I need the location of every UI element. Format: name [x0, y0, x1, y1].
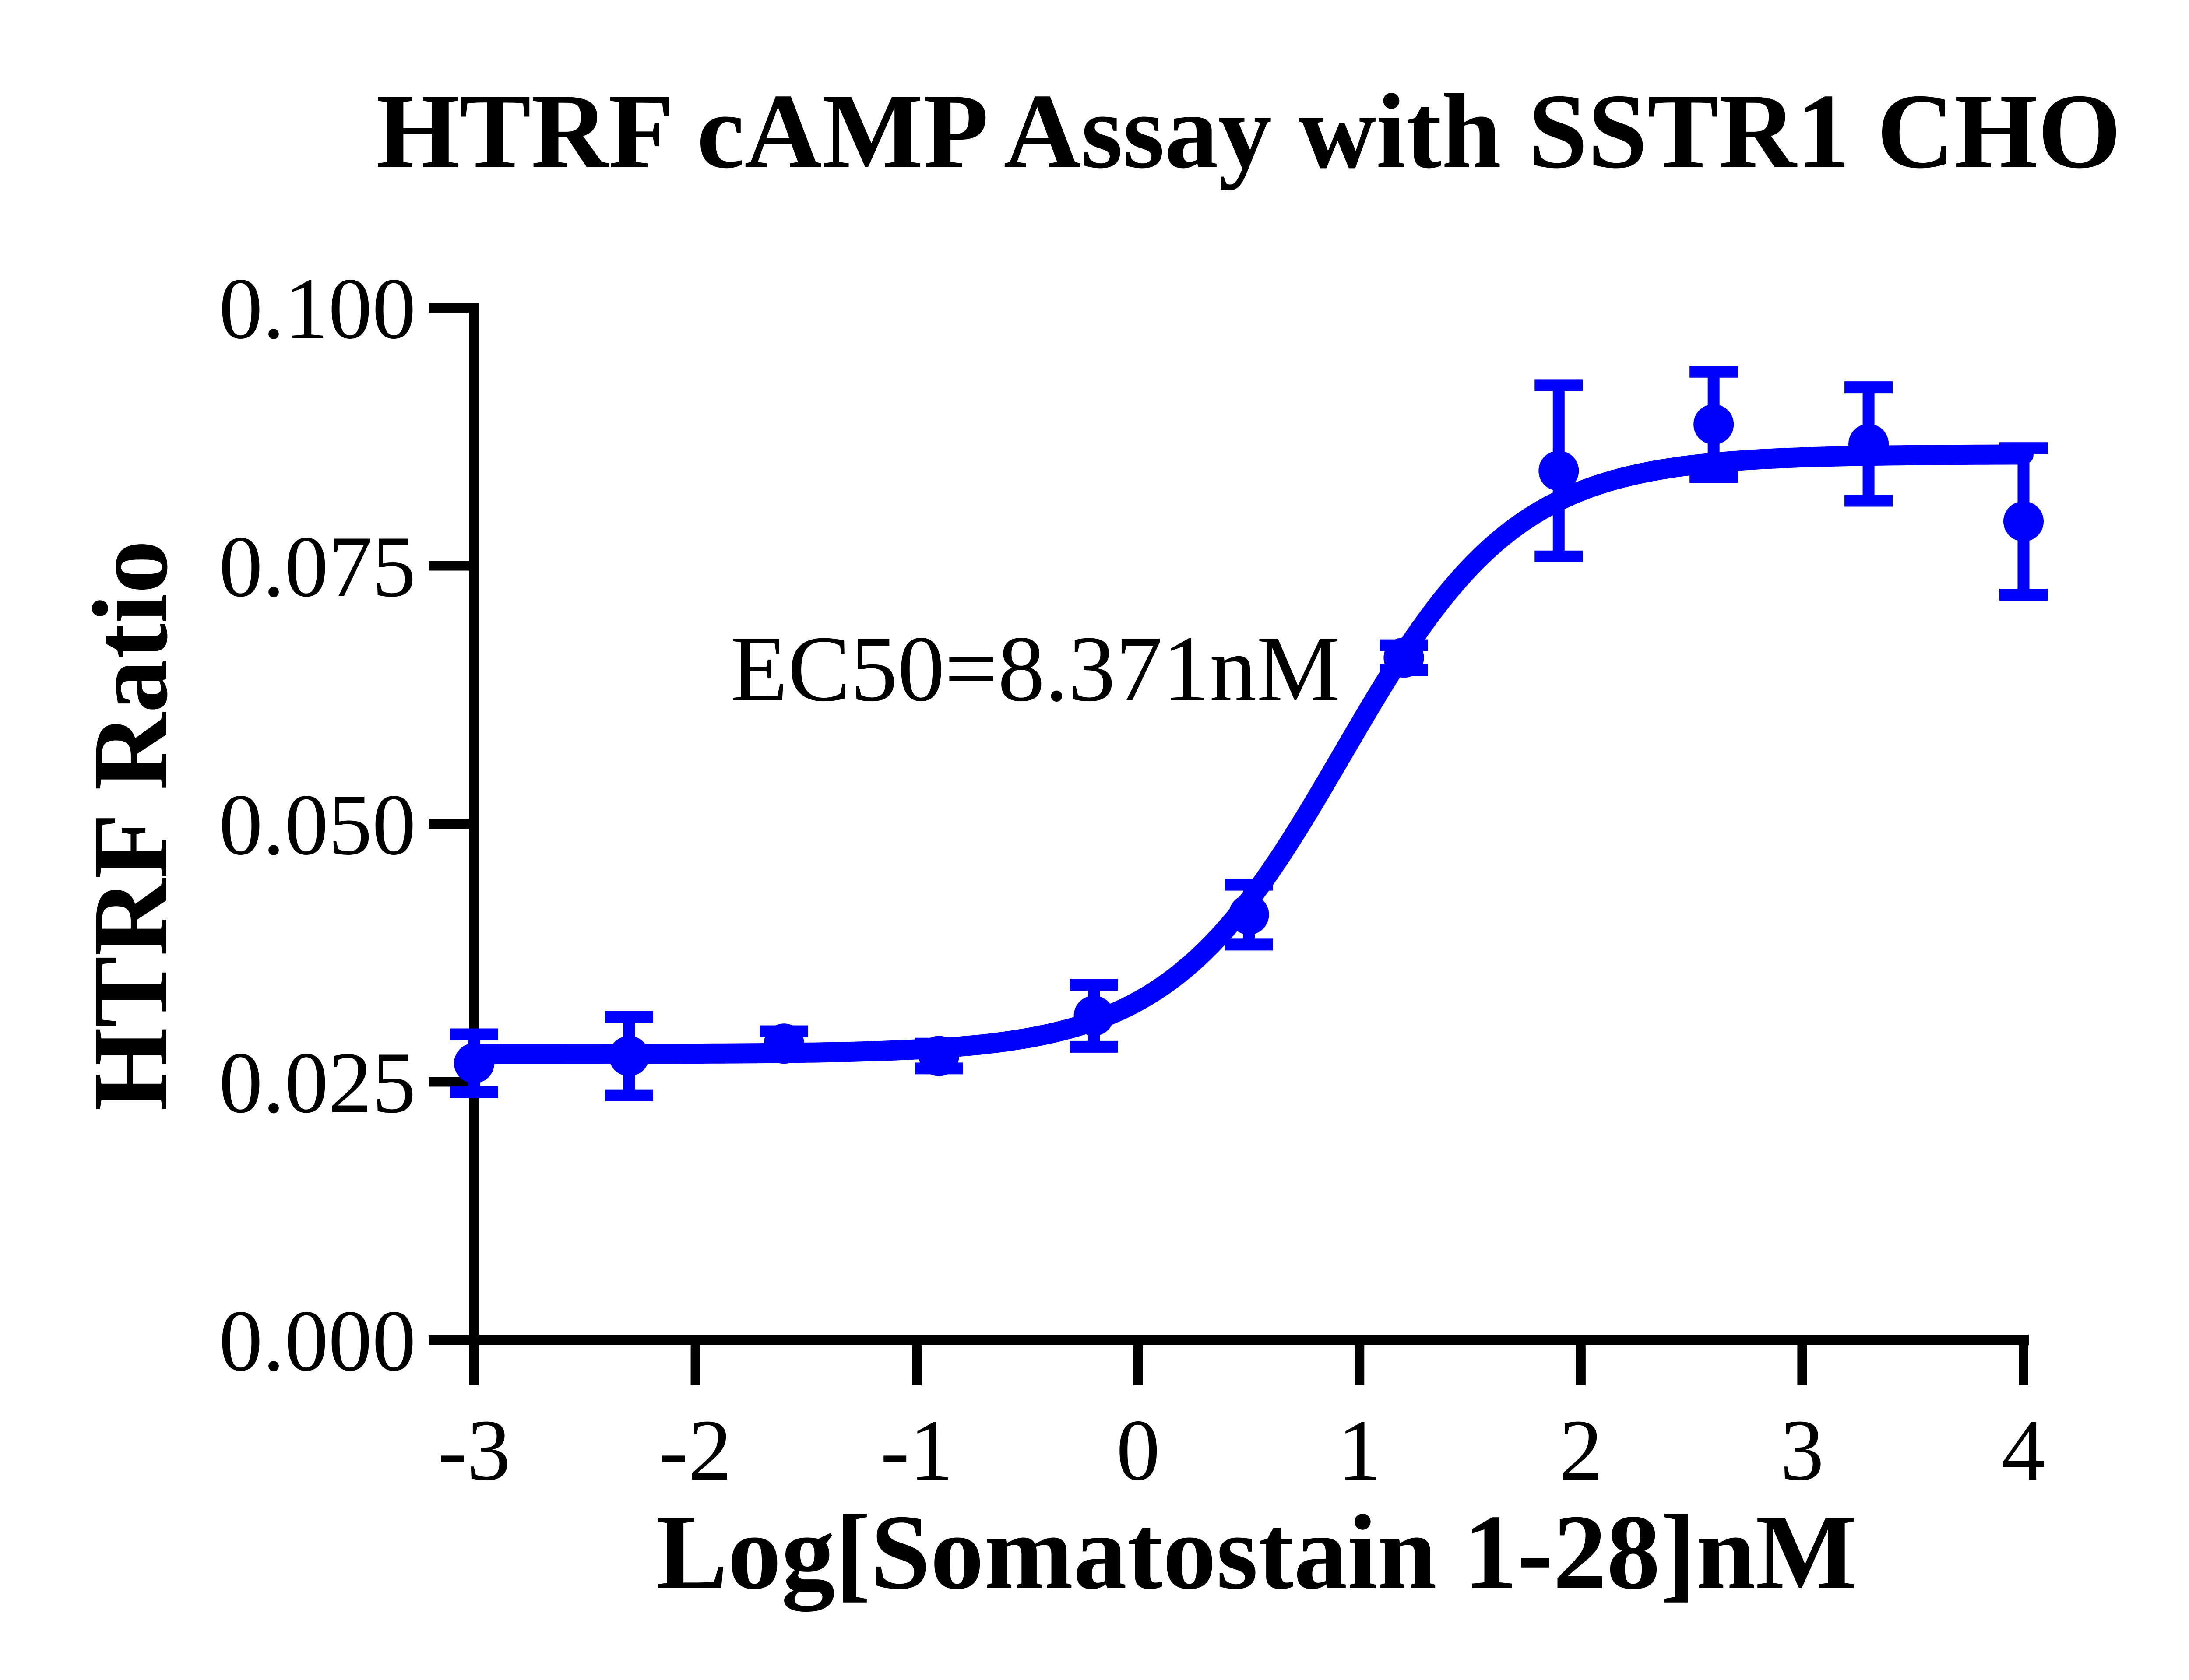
data-point-marker — [1228, 894, 1269, 935]
x-tick-label: 2 — [1559, 1402, 1603, 1499]
data-point-marker — [764, 1023, 804, 1064]
data-point-marker — [2003, 501, 2044, 542]
y-tick-label: 0.000 — [219, 1293, 416, 1389]
data-point-marker — [454, 1043, 494, 1084]
chart-title: HTRF cAMP Assay with SSTR1 CHO — [376, 72, 2121, 190]
data-point-marker — [1383, 637, 1424, 678]
data-point-marker — [1693, 404, 1734, 445]
data-point-marker — [919, 1036, 959, 1076]
y-axis-title: HTRF Ratio — [71, 540, 190, 1111]
data-point-marker — [1538, 450, 1579, 491]
data-points — [454, 404, 2044, 1084]
error-bars — [450, 366, 2048, 1101]
x-tick-label: 0 — [1116, 1402, 1160, 1499]
axes: 0.000 0.025 0.050 0.075 0.100 -3 -2 -1 0 1 2 3 4 — [219, 260, 2045, 1499]
data-point-marker — [1073, 995, 1114, 1036]
data-series — [450, 366, 2048, 1101]
x-tick-label: 4 — [2002, 1402, 2045, 1499]
y-tick-label: 0.025 — [219, 1035, 416, 1132]
x-tick-label: -3 — [438, 1402, 511, 1499]
fit-curve — [464, 444, 2034, 1064]
x-axis-title: Log[Somatostain 1-28]nM — [656, 1493, 1857, 1612]
y-tick-label: 0.075 — [219, 519, 416, 615]
x-tick-label: 3 — [1780, 1402, 1824, 1499]
x-tick-label: -1 — [880, 1402, 954, 1499]
ec50-annotation: EC50=8.371nM — [730, 616, 1340, 721]
data-point-marker — [609, 1036, 649, 1076]
x-tick-label: -2 — [659, 1402, 732, 1499]
x-tick-label: 1 — [1337, 1402, 1381, 1499]
y-tick-label: 0.100 — [219, 260, 416, 357]
y-tick-label: 0.050 — [219, 777, 416, 873]
data-point-marker — [1848, 424, 1889, 464]
